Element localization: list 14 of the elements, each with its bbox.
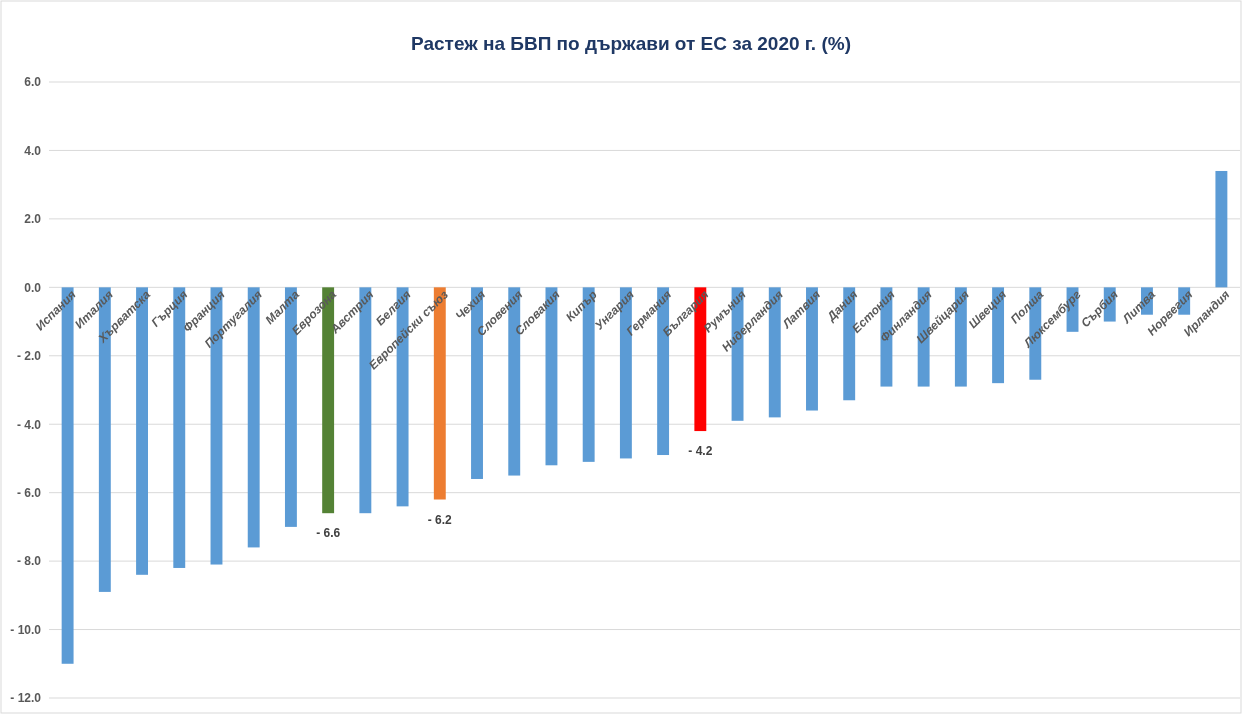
y-tick-label: - 2.0 <box>16 349 42 364</box>
y-tick-label: - 10.0 <box>10 622 42 637</box>
y-tick-label: 6.0 <box>24 75 42 90</box>
y-tick-label: - 12.0 <box>10 691 42 706</box>
y-tick-label: 4.0 <box>24 143 42 158</box>
y-tick-label: 2.0 <box>24 212 42 227</box>
data-label: - 4.2 <box>688 444 713 459</box>
y-tick-label: - 6.0 <box>16 486 42 501</box>
data-label: - 6.2 <box>427 512 453 527</box>
y-tick-label: - 8.0 <box>16 554 42 569</box>
y-tick-label: - 4.0 <box>16 417 42 432</box>
y-tick-label: 0.0 <box>24 280 42 295</box>
data-label: - 6.6 <box>316 526 341 541</box>
chart-title: Растеж на БВП по държави от ЕС за 2020 г. (%) <box>411 33 851 54</box>
